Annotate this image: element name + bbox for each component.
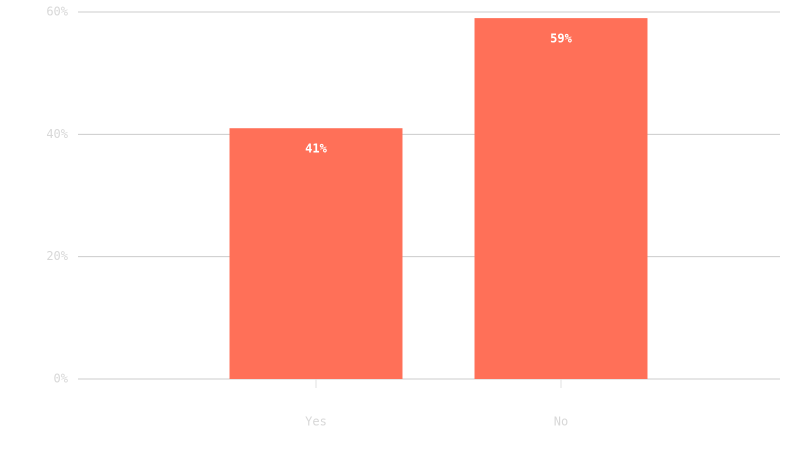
bar — [229, 128, 403, 379]
y-tick-label: 0% — [54, 372, 69, 386]
value-label: 59% — [550, 32, 572, 46]
x-tick-label: No — [554, 415, 568, 429]
x-tick-label: Yes — [305, 415, 327, 429]
y-tick-label: 20% — [46, 249, 68, 263]
y-tick-label: 60% — [46, 5, 68, 19]
y-tick-label: 40% — [46, 127, 68, 141]
bar — [474, 18, 648, 379]
value-label: 41% — [305, 142, 327, 156]
